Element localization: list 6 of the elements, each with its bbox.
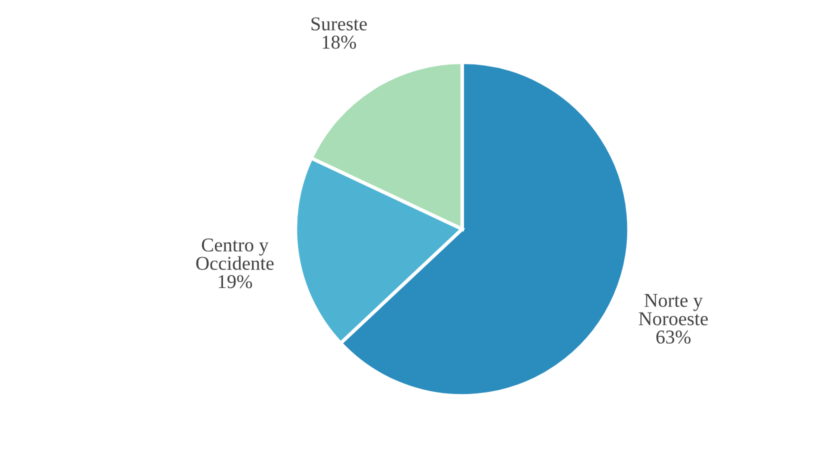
- data-label: 63%: [656, 330, 691, 344]
- slice-label: Centro y Occidente: [196, 238, 274, 270]
- data-label: 19%: [218, 275, 252, 288]
- slice-label: Sureste: [312, 17, 367, 30]
- slice-label: Norte y Noroeste: [638, 294, 708, 326]
- data-label: 18%: [322, 36, 356, 49]
